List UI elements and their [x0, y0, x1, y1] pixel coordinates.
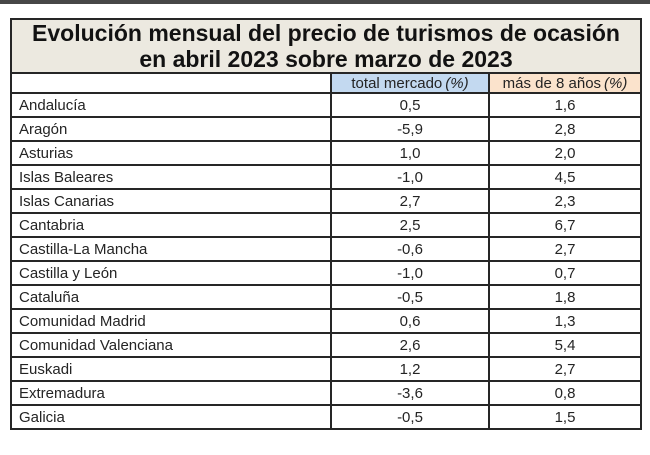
column-header-row: total mercado (%) más de 8 años (%) [10, 72, 643, 94]
total-market-value-cell: -5,9 [330, 116, 490, 142]
table-body: Andalucía 0,5 1,6 Aragón -5,9 2,8 Asturias 1,0 2… [10, 92, 643, 430]
region-cell: Asturias [10, 140, 332, 166]
over-8-years-column-header: más de 8 años (%) [487, 72, 643, 94]
total-market-value-cell: 0,6 [330, 308, 490, 334]
region-cell: Galicia [10, 404, 332, 430]
region-cell: Andalucía [10, 92, 332, 118]
region-cell: Cantabria [10, 212, 332, 238]
over-8-years-value-cell: 1,6 [487, 92, 643, 118]
table-row: Cantabria 2,5 6,7 [10, 212, 643, 238]
total-market-value-cell: -0,6 [330, 236, 490, 262]
over-8-years-header-unit: (%) [604, 74, 628, 92]
over-8-years-value-cell: 6,7 [487, 212, 643, 238]
table-row: Andalucía 0,5 1,6 [10, 92, 643, 118]
over-8-years-value-cell: 0,8 [487, 380, 643, 406]
table-row: Comunidad Madrid 0,6 1,3 [10, 308, 643, 334]
total-market-value-cell: -3,6 [330, 380, 490, 406]
total-market-value-cell: 0,5 [330, 92, 490, 118]
table-row: Galicia -0,5 1,5 [10, 404, 643, 430]
table-row: Comunidad Valenciana 2,6 5,4 [10, 332, 643, 358]
total-market-value-cell: 2,7 [330, 188, 490, 214]
over-8-years-value-cell: 1,5 [487, 404, 643, 430]
region-cell: Aragón [10, 116, 332, 142]
region-cell: Comunidad Valenciana [10, 332, 332, 358]
total-market-value-cell: -1,0 [330, 164, 490, 190]
over-8-years-value-cell: 2,7 [487, 236, 643, 262]
total-market-value-cell: 2,5 [330, 212, 490, 238]
region-column-header-blank [10, 72, 332, 94]
over-8-years-value-cell: 2,7 [487, 356, 643, 382]
total-market-value-cell: 2,6 [330, 332, 490, 358]
over-8-years-value-cell: 1,8 [487, 284, 643, 310]
over-8-years-value-cell: 5,4 [487, 332, 643, 358]
region-cell: Islas Canarias [10, 188, 332, 214]
over-8-years-value-cell: 1,3 [487, 308, 643, 334]
over-8-years-value-cell: 4,5 [487, 164, 643, 190]
table-row: Aragón -5,9 2,8 [10, 116, 643, 142]
region-cell: Castilla y León [10, 260, 332, 286]
total-market-value-cell: -1,0 [330, 260, 490, 286]
region-cell: Comunidad Madrid [10, 308, 332, 334]
price-evolution-table: Evolución mensual del precio de turismos… [9, 18, 643, 430]
region-cell: Castilla-La Mancha [10, 236, 332, 262]
over-8-years-value-cell: 2,0 [487, 140, 643, 166]
table-title-line1: Evolución mensual del precio de turismos… [32, 20, 620, 46]
total-market-column-header: total mercado (%) [330, 72, 490, 94]
over-8-years-value-cell: 2,3 [487, 188, 643, 214]
table-row: Islas Baleares -1,0 4,5 [10, 164, 643, 190]
table-row: Euskadi 1,2 2,7 [10, 356, 643, 382]
table-row: Extremadura -3,6 0,8 [10, 380, 643, 406]
total-market-header-label: total mercado [351, 74, 443, 92]
region-cell: Euskadi [10, 356, 332, 382]
over-8-years-header-label: más de 8 años [502, 74, 602, 92]
table-row: Cataluña -0,5 1,8 [10, 284, 643, 310]
total-market-header-unit: (%) [445, 74, 469, 92]
region-cell: Cataluña [10, 284, 332, 310]
table-row: Castilla y León -1,0 0,7 [10, 260, 643, 286]
region-cell: Islas Baleares [10, 164, 332, 190]
table-title: Evolución mensual del precio de turismos… [9, 18, 643, 74]
title-row: Evolución mensual del precio de turismos… [9, 18, 643, 74]
over-8-years-value-cell: 2,8 [487, 116, 643, 142]
over-8-years-value-cell: 0,7 [487, 260, 643, 286]
total-market-value-cell: -0,5 [330, 404, 490, 430]
top-divider-line [0, 0, 650, 4]
total-market-value-cell: -0,5 [330, 284, 490, 310]
region-cell: Extremadura [10, 380, 332, 406]
total-market-value-cell: 1,0 [330, 140, 490, 166]
total-market-value-cell: 1,2 [330, 356, 490, 382]
table-row: Castilla-La Mancha -0,6 2,7 [10, 236, 643, 262]
table-row: Asturias 1,0 2,0 [10, 140, 643, 166]
table-title-line2: en abril 2023 sobre marzo de 2023 [139, 46, 513, 72]
table-row: Islas Canarias 2,7 2,3 [10, 188, 643, 214]
